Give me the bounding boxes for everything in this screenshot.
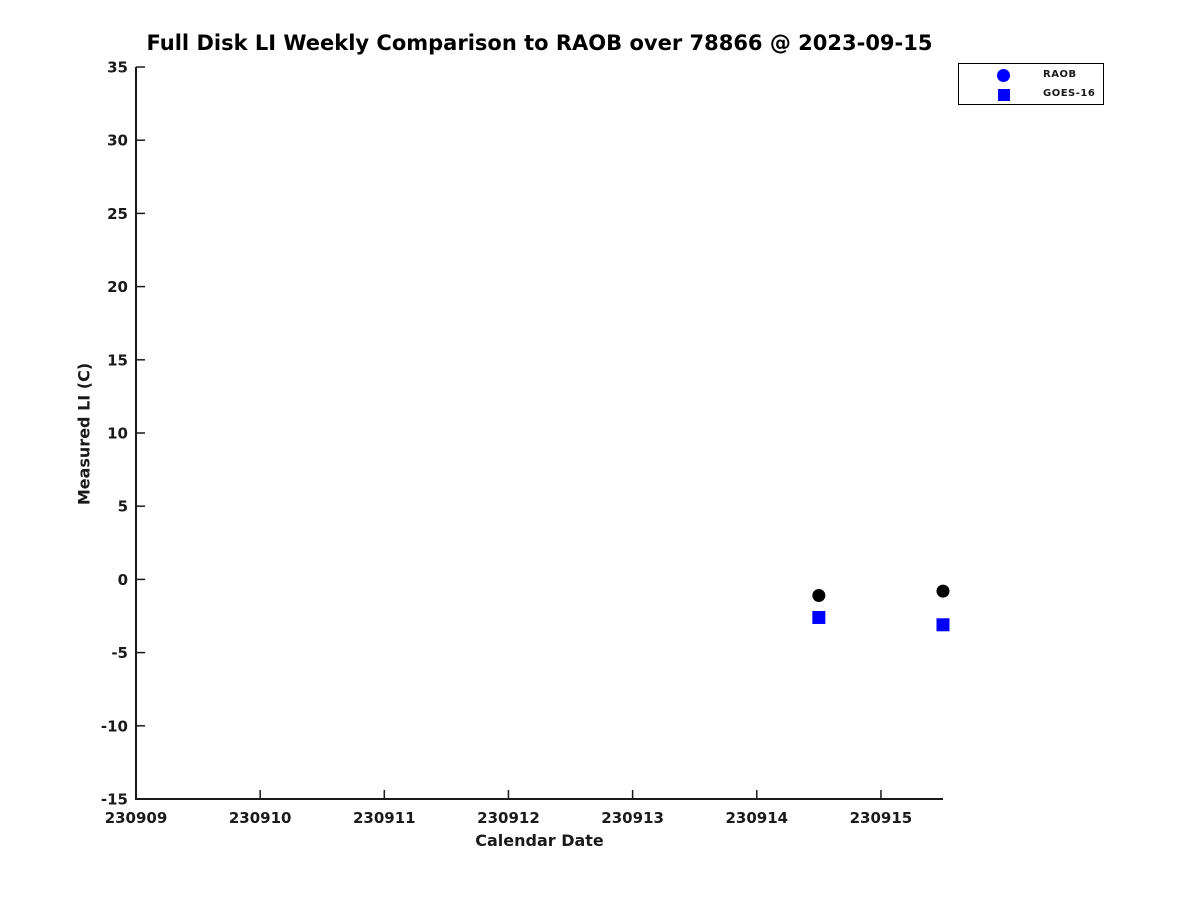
data-point-raob	[812, 589, 826, 603]
y-tick-label: -5	[111, 644, 128, 662]
legend-label-goes-16: GOES-16	[1043, 88, 1096, 99]
legend-label-raob: RAOB	[1043, 69, 1077, 80]
x-axis-label: Calendar Date	[475, 831, 604, 850]
y-tick-label: -10	[101, 717, 128, 735]
legend: RAOB GOES-16	[958, 63, 1104, 105]
x-tick-label: 230915	[850, 809, 913, 827]
y-tick-label: 10	[107, 425, 128, 443]
raob-circle-marker-icon	[997, 69, 1010, 82]
legend-entry-goes-16: GOES-16	[959, 86, 1103, 102]
data-point-raob	[936, 584, 950, 598]
data-point-goes-16	[812, 610, 826, 624]
x-tick-label: 230909	[105, 809, 168, 827]
x-tick-label: 230912	[477, 809, 540, 827]
y-tick-label: 0	[118, 571, 128, 589]
x-tick-label: 230910	[229, 809, 292, 827]
goes-16-square-marker-icon	[998, 89, 1010, 101]
x-tick-label: 230914	[725, 809, 788, 827]
y-tick-label: 15	[107, 351, 128, 369]
y-tick-label: 25	[107, 205, 128, 223]
y-tick-label: 35	[107, 59, 128, 77]
y-tick-label: -15	[101, 791, 128, 809]
x-tick-label: 230913	[601, 809, 664, 827]
x-tick-label: 230911	[353, 809, 416, 827]
y-tick-label: 5	[118, 498, 128, 516]
y-tick-label: 20	[107, 278, 128, 296]
data-point-goes-16	[936, 618, 950, 632]
legend-entry-raob: RAOB	[959, 67, 1103, 83]
y-tick-label: 30	[107, 132, 128, 150]
chart-title: Full Disk LI Weekly Comparison to RAOB o…	[146, 31, 933, 55]
